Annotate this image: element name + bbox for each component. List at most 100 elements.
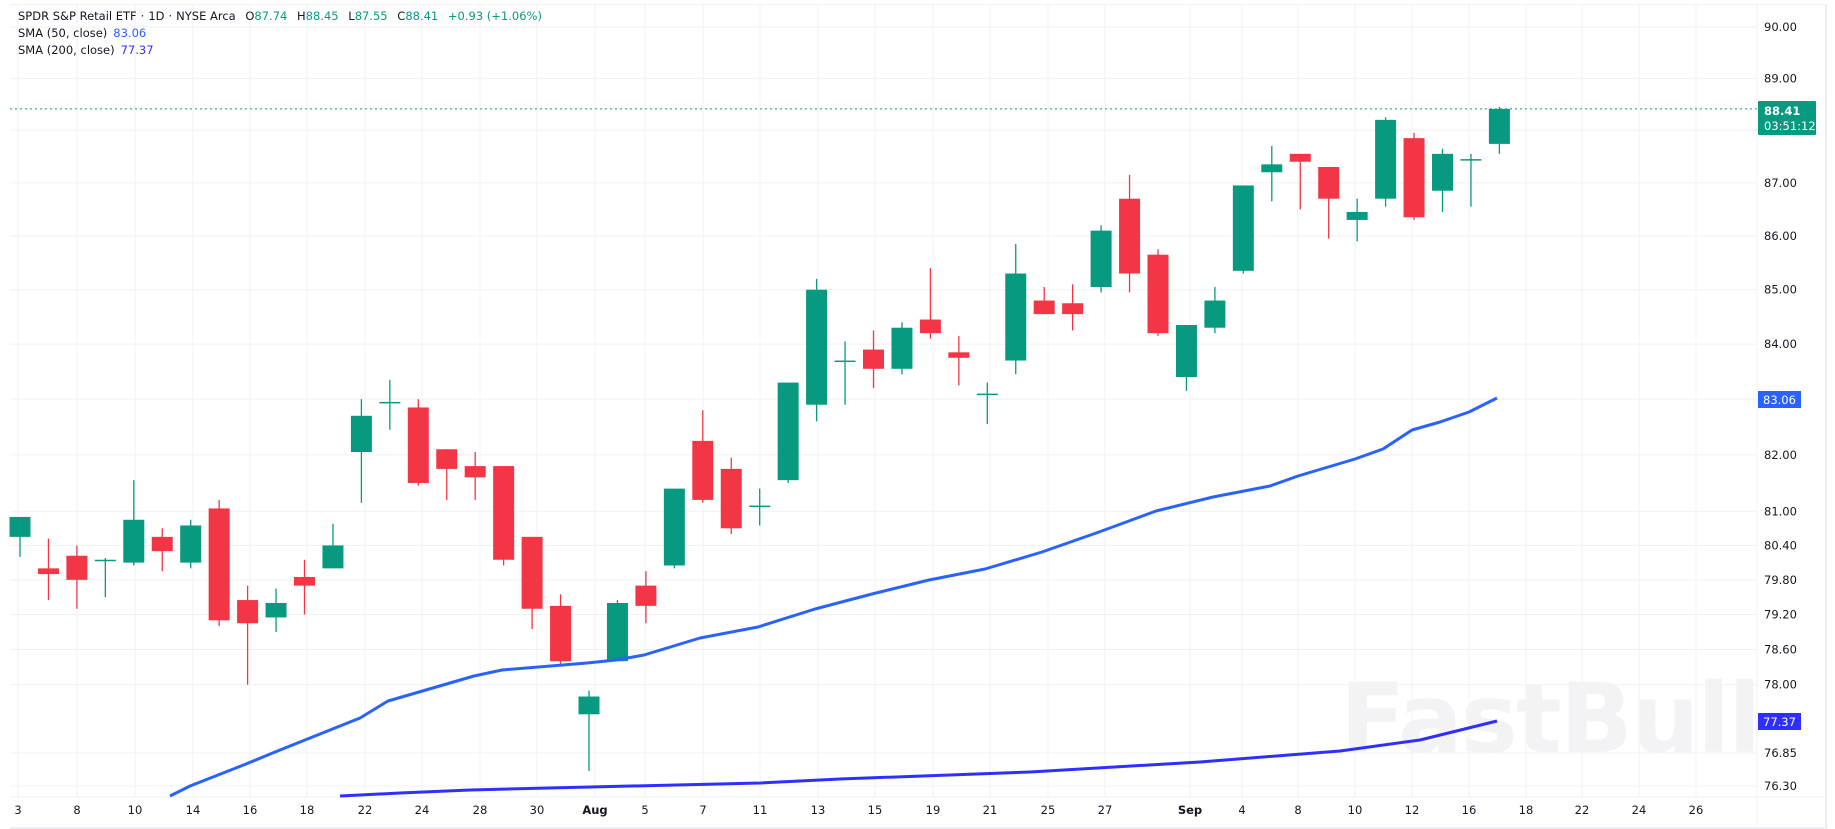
candlestick-series[interactable] bbox=[9, 106, 1510, 771]
time-tick-label: 16 bbox=[1462, 803, 1477, 817]
candle[interactable] bbox=[407, 399, 429, 486]
candle[interactable] bbox=[749, 488, 771, 526]
candle[interactable] bbox=[1175, 324, 1197, 391]
sma200-label: SMA (200, close) bbox=[18, 43, 115, 57]
candle[interactable] bbox=[1460, 153, 1482, 207]
price-tick-label: 79.80 bbox=[1764, 573, 1797, 587]
sma50-badge-value: 83.06 bbox=[1763, 393, 1796, 407]
chart-legend: SPDR S&P Retail ETF · 1D · NYSE Arca O87.74 … bbox=[18, 8, 542, 59]
countdown-timer: 03:51:12 bbox=[1764, 119, 1816, 133]
candle[interactable] bbox=[1204, 287, 1226, 334]
candle[interactable] bbox=[1346, 198, 1368, 242]
candle[interactable] bbox=[436, 449, 458, 500]
candle[interactable] bbox=[891, 322, 913, 375]
symbol-name: SPDR S&P Retail ETF bbox=[18, 9, 137, 23]
candle[interactable] bbox=[1432, 148, 1453, 212]
time-tick-label: 10 bbox=[128, 803, 143, 817]
time-tick-label: 26 bbox=[1689, 803, 1704, 817]
sma200-badge: 77.37 bbox=[1758, 713, 1801, 730]
price-tick-label: 85.00 bbox=[1764, 283, 1797, 297]
high-value: 88.45 bbox=[305, 9, 339, 23]
candle[interactable] bbox=[1033, 287, 1055, 315]
candle[interactable] bbox=[806, 278, 828, 422]
time-tick-label: 27 bbox=[1098, 803, 1113, 817]
candle[interactable] bbox=[1403, 132, 1425, 220]
candle[interactable] bbox=[1488, 106, 1510, 154]
legend-symbol-row[interactable]: SPDR S&P Retail ETF · 1D · NYSE Arca O87.74 … bbox=[18, 9, 542, 23]
candle[interactable] bbox=[834, 341, 856, 405]
candle[interactable] bbox=[66, 545, 88, 609]
candle[interactable] bbox=[863, 330, 884, 389]
time-tick-label: 18 bbox=[300, 803, 315, 817]
time-tick-label: Aug bbox=[582, 803, 607, 817]
grid-lines bbox=[10, 4, 1825, 826]
last-price-value: 88.41 bbox=[1764, 104, 1800, 118]
price-tick-label: 80.40 bbox=[1764, 538, 1797, 552]
sma200-line[interactable] bbox=[339, 719, 1498, 798]
candle[interactable] bbox=[379, 379, 401, 430]
candle[interactable] bbox=[493, 466, 515, 566]
candle[interactable] bbox=[606, 600, 628, 662]
candle[interactable] bbox=[720, 457, 742, 535]
price-tick-label: 84.00 bbox=[1764, 337, 1797, 351]
candle[interactable] bbox=[350, 399, 372, 503]
candle[interactable] bbox=[180, 519, 202, 569]
price-tick-label: 86.00 bbox=[1764, 229, 1797, 243]
chart-frame bbox=[10, 4, 1827, 829]
time-axis[interactable]: 3 8 10 14 16 18 22 24 28 30 Aug 5 7 11 13 15 19 21 25 27 Sep… bbox=[14, 803, 1703, 817]
price-tick-label: 90.00 bbox=[1764, 20, 1797, 34]
candle[interactable] bbox=[237, 585, 259, 685]
candle[interactable] bbox=[919, 268, 941, 339]
candle[interactable] bbox=[9, 516, 31, 557]
time-tick-label: 7 bbox=[699, 803, 706, 817]
time-tick-label: 5 bbox=[641, 803, 648, 817]
candle[interactable] bbox=[464, 452, 486, 500]
candle[interactable] bbox=[37, 538, 59, 601]
candle[interactable] bbox=[635, 571, 657, 624]
low-label: L bbox=[348, 9, 355, 23]
time-tick-label: Sep bbox=[1178, 803, 1202, 817]
candle[interactable] bbox=[521, 536, 543, 630]
time-tick-label: 18 bbox=[1519, 803, 1534, 817]
candle[interactable] bbox=[777, 382, 799, 483]
candle[interactable] bbox=[1289, 153, 1311, 210]
time-tick-label: 8 bbox=[73, 803, 80, 817]
candle[interactable] bbox=[1375, 117, 1397, 207]
candle[interactable] bbox=[151, 528, 173, 572]
high-label: H bbox=[297, 9, 306, 23]
candle[interactable] bbox=[976, 382, 998, 425]
candle[interactable] bbox=[948, 335, 970, 386]
candle[interactable] bbox=[265, 588, 287, 632]
candle[interactable] bbox=[692, 410, 714, 503]
candle[interactable] bbox=[1005, 243, 1027, 375]
legend-sma50-row[interactable]: SMA (50, close) 83.06 bbox=[18, 25, 542, 42]
close-value: 88.41 bbox=[405, 9, 439, 23]
time-tick-label: 30 bbox=[530, 803, 545, 817]
candle[interactable] bbox=[1147, 249, 1169, 336]
candle[interactable] bbox=[1318, 166, 1340, 239]
candle[interactable] bbox=[578, 690, 600, 771]
candle[interactable] bbox=[1232, 185, 1254, 274]
sma200-badge-value: 77.37 bbox=[1763, 715, 1796, 729]
candle[interactable] bbox=[208, 499, 230, 627]
candle[interactable] bbox=[94, 558, 116, 598]
candle[interactable] bbox=[1090, 225, 1112, 293]
price-tick-label: 76.30 bbox=[1764, 779, 1797, 793]
candle[interactable] bbox=[294, 559, 315, 615]
change-value: +0.93 (+1.06%) bbox=[447, 9, 542, 23]
legend-sma200-row[interactable]: SMA (200, close) 77.37 bbox=[18, 42, 542, 59]
candle[interactable] bbox=[1062, 284, 1084, 331]
candle[interactable] bbox=[550, 594, 572, 665]
candle[interactable] bbox=[322, 523, 344, 569]
sma50-line[interactable] bbox=[169, 396, 1498, 798]
time-tick-label: 21 bbox=[983, 803, 998, 817]
candle[interactable] bbox=[663, 488, 685, 569]
candle[interactable] bbox=[1119, 174, 1141, 293]
price-tick-label: 78.00 bbox=[1764, 678, 1797, 692]
close-label: C bbox=[397, 9, 406, 23]
time-tick-label: 15 bbox=[868, 803, 883, 817]
candle[interactable] bbox=[1261, 145, 1283, 202]
price-tick-label: 89.00 bbox=[1764, 71, 1797, 85]
candle[interactable] bbox=[123, 480, 145, 566]
